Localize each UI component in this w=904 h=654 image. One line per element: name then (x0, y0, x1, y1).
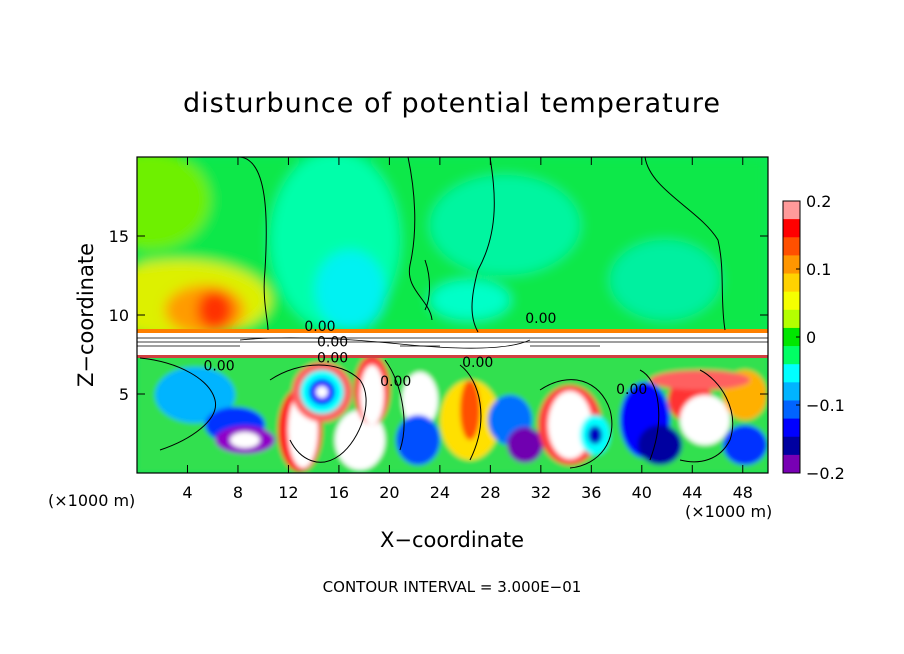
x-tick-label: 28 (480, 483, 500, 502)
x-axis: 4 8 12 16 20 24 28 32 36 40 44 48 (182, 157, 753, 502)
x-tick-label: 12 (278, 483, 298, 502)
y-axis-label: Z−coordinate (74, 243, 98, 387)
colorbar-swatch (783, 309, 800, 329)
x-unit-right: (×1000 m) (685, 502, 772, 521)
colorbar-tick-label: −0.1 (806, 396, 845, 415)
y-tick-label: 15 (109, 227, 129, 246)
contour-label: 0.00 (317, 350, 348, 366)
contour-label: 0.00 (462, 355, 493, 371)
colorbar-swatch (783, 201, 800, 220)
upper-field (137, 157, 768, 340)
colorbar-swatch (783, 418, 800, 438)
y-tick-label: 5 (119, 385, 129, 404)
y-tick-label: 10 (109, 306, 129, 325)
chart-title: disturbunce of potential temperature (183, 88, 721, 119)
contour-label: 0.00 (380, 374, 411, 390)
colorbar-swatch (783, 400, 800, 420)
contour-interval-note: CONTOUR INTERVAL = 3.000E−01 (323, 578, 582, 596)
x-tick-label: 48 (733, 483, 753, 502)
colorbar-swatch (783, 273, 800, 293)
contour-label: 0.00 (616, 382, 647, 398)
colorbar-swatch (783, 382, 800, 401)
transition-band (137, 329, 768, 333)
contour-label: 0.00 (317, 335, 348, 351)
colorbar: 0.2 0.1 0 −0.1 −0.2 (782, 192, 845, 483)
contour-label: 0.00 (525, 311, 556, 327)
x-tick-label: 24 (430, 483, 450, 502)
colorbar-tick-label: −0.2 (806, 464, 845, 483)
colorbar-tick-label: 0.1 (806, 260, 831, 279)
contour-labels: 0.000.000.000.000.000.000.000.00 (203, 311, 647, 398)
colorbar-swatch (783, 327, 800, 347)
colorbar-tick-label: 0 (806, 328, 816, 347)
colorbar-swatch (783, 364, 800, 383)
x-tick-label: 40 (632, 483, 652, 502)
x-tick-label: 8 (233, 483, 243, 502)
x-tick-label: 36 (581, 483, 601, 502)
y-axis: 5 10 15 (109, 227, 768, 404)
x-axis-label: X−coordinate (380, 528, 524, 552)
colorbar-swatch (783, 219, 800, 238)
x-tick-label: 20 (379, 483, 399, 502)
colorbar-tick-label: 0.2 (806, 192, 831, 211)
contour-label: 0.00 (304, 319, 335, 335)
colorbar-swatch (783, 291, 800, 311)
x-unit-left: (×1000 m) (48, 491, 135, 510)
colorbar-swatch (783, 436, 800, 456)
colorbar-swatch (783, 346, 800, 365)
x-tick-label: 44 (682, 483, 702, 502)
colorbar-swatch (783, 255, 800, 275)
x-tick-label: 32 (531, 483, 551, 502)
x-tick-label: 4 (182, 483, 192, 502)
contour-lines (139, 157, 734, 469)
colorbar-swatch (783, 237, 800, 256)
colorbar-swatch (783, 454, 800, 474)
plot-area (137, 157, 768, 473)
x-tick-label: 16 (329, 483, 349, 502)
lower-field (137, 355, 768, 473)
contour-label: 0.00 (203, 358, 234, 374)
